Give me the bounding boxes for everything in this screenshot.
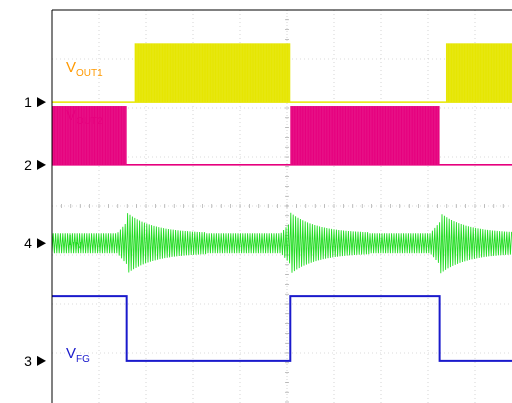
channel-number-2: 2 — [24, 157, 32, 173]
trace-burst-texture — [290, 106, 440, 165]
trace-label-vout2: VOUT2 — [66, 107, 103, 127]
trace-label-vfg: VFG — [66, 345, 90, 365]
trace-burst — [445, 43, 512, 103]
trace-burst-texture — [134, 43, 291, 103]
channel-arrow-icon — [37, 97, 46, 108]
trace-square — [52, 295, 512, 362]
trace-vout1 — [52, 43, 512, 103]
channel-number-1: 1 — [24, 94, 32, 110]
trace-label-vout1: VOUT1 — [66, 59, 103, 79]
trace-vfg — [52, 295, 512, 362]
trace-vout2 — [51, 106, 512, 166]
trace-labels: VOUT1 VOUT2 IIN VFG — [66, 59, 103, 365]
channel-arrow-icon — [37, 238, 46, 249]
channel-number-4: 4 — [24, 235, 32, 251]
trace-burst-texture — [51, 106, 126, 165]
channel-number-3: 3 — [24, 353, 32, 369]
grid — [51, 9, 512, 403]
trace-label-iin: IIN — [68, 232, 82, 252]
trace-burst — [134, 43, 291, 103]
channel-markers: 1 2 4 3 — [24, 94, 46, 369]
channel-arrow-icon — [37, 355, 46, 366]
trace-iin — [51, 212, 512, 274]
trace-burst-texture — [445, 43, 512, 103]
trace-ripple — [51, 212, 512, 274]
trace-burst — [52, 106, 127, 165]
trace-burst — [290, 106, 440, 165]
channel-arrow-icon — [37, 159, 46, 170]
traces — [51, 43, 512, 362]
